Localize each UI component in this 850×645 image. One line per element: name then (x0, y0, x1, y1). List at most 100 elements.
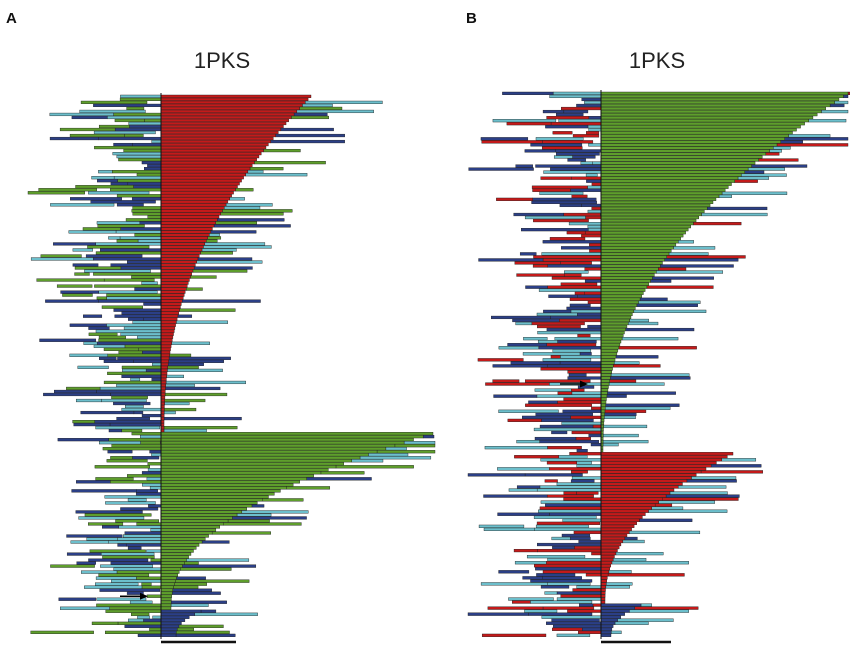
bar-center (160, 257, 199, 261)
bar-center (160, 347, 171, 351)
bar-center (600, 240, 679, 244)
bar-fragment (510, 361, 561, 365)
bar-fragment (493, 394, 538, 398)
bar-fragment (537, 542, 602, 547)
bar-extension (222, 209, 293, 213)
bar-fragment (550, 315, 602, 320)
bar-fragment (80, 410, 135, 415)
bar-center (160, 164, 253, 168)
bar-center (600, 509, 649, 513)
bar-fragment (588, 143, 602, 147)
bar-extension (166, 374, 184, 379)
bar-extension (610, 373, 690, 377)
bar-fragment (556, 597, 602, 601)
bar-center (600, 400, 607, 404)
bar-fragment (132, 206, 162, 210)
bar-center (600, 579, 607, 583)
bar-center (600, 503, 656, 507)
bar-center (160, 293, 185, 297)
bar-center (600, 548, 618, 553)
bar-fragment (136, 489, 158, 493)
bar-fragment (75, 398, 102, 403)
bar-fragment (542, 140, 594, 144)
bar-fragment (559, 203, 582, 208)
bar-fragment (114, 314, 162, 318)
bar-fragment (587, 300, 602, 304)
bar-center (600, 200, 714, 204)
bar-fragment (532, 188, 571, 192)
bar-center (600, 291, 644, 295)
bar-fragment (563, 212, 601, 217)
bar-fragment (578, 630, 602, 634)
bar-fragment (149, 627, 162, 631)
bar-extension (171, 341, 210, 345)
bar-fragment (98, 290, 158, 294)
bar-center (600, 621, 616, 625)
bar-fragment (144, 118, 162, 123)
bar-fragment (587, 125, 602, 129)
bar-fragment (591, 406, 602, 410)
bar-fragment (487, 606, 544, 610)
bar-extension (262, 498, 304, 502)
bar-fragment (124, 133, 144, 138)
bar-center (160, 103, 303, 108)
bar-center (600, 570, 610, 574)
bar-fragment (580, 161, 593, 165)
panel-label-a: A (6, 10, 17, 27)
bar-fragment (591, 552, 602, 556)
bar-extension (693, 221, 742, 226)
bar-center (600, 394, 608, 398)
bar-fragment (546, 343, 597, 347)
bar-center (160, 185, 238, 189)
bar-center (160, 136, 274, 141)
bar-fragment (111, 395, 148, 400)
bar-center (160, 245, 204, 249)
panel-a: A 1PKS (6, 10, 436, 644)
bar-fragment (84, 585, 143, 589)
bar-fragment (99, 588, 161, 592)
bar-center (160, 573, 178, 577)
bar-fragment (98, 170, 113, 174)
bar-fragment (587, 324, 602, 329)
bar-fragment (568, 221, 602, 226)
bar-center (600, 600, 606, 604)
bar-fragment (530, 143, 583, 147)
bar-extension (403, 441, 436, 445)
bar-center (600, 258, 665, 262)
bar-fragment (131, 209, 162, 213)
bar-fragment (107, 450, 133, 454)
bar-fragment (540, 500, 602, 504)
bar-fragment (104, 630, 162, 634)
bar-fragment (536, 394, 602, 398)
bar-fragment (587, 209, 602, 214)
bar-fragment (111, 579, 162, 583)
bar-center (160, 501, 258, 505)
bar-center (160, 543, 200, 547)
bar-fragment (151, 377, 162, 382)
bar-fragment (88, 522, 124, 526)
bar-fragment (547, 285, 602, 289)
bar-fragment (576, 491, 599, 495)
bar-center (160, 287, 187, 291)
bar-fragment (113, 176, 162, 180)
bar-extension (718, 194, 732, 198)
bar-fragment (103, 359, 134, 363)
bar-fragment (95, 251, 162, 255)
bar-center (160, 498, 263, 502)
bar-extension (280, 127, 334, 132)
bar-center (600, 122, 805, 126)
bar-center (160, 561, 185, 565)
bar-fragment (542, 358, 592, 362)
bar-center (600, 603, 642, 607)
bar-fragment (121, 407, 162, 412)
bar-extension (780, 140, 803, 144)
bar-fragment (43, 392, 111, 397)
bar-center (160, 161, 255, 165)
bar-fragment (115, 519, 159, 523)
bar-center (600, 155, 763, 159)
bar-center (600, 100, 835, 105)
bar-fragment (116, 383, 162, 388)
bar-extension (168, 356, 231, 360)
bar-fragment (120, 332, 162, 336)
